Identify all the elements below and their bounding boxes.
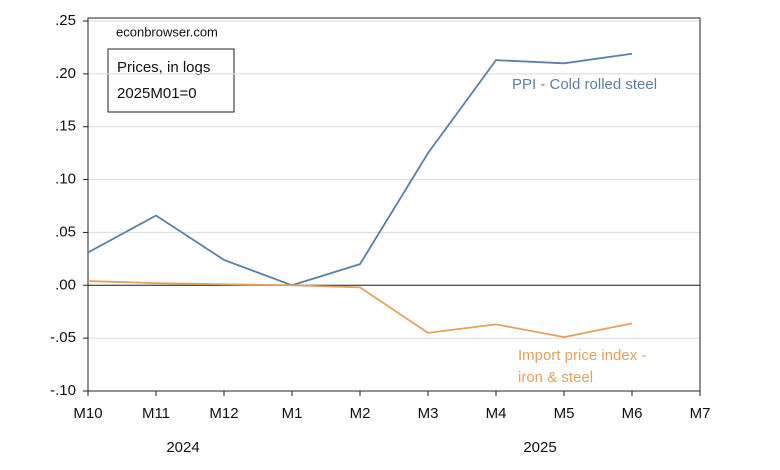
series-line <box>87 280 633 339</box>
note-box <box>107 48 235 113</box>
note-line: Prices, in logs <box>117 59 210 76</box>
series-label: PPI - Cold rolled steel <box>512 76 658 93</box>
source-note: econbrowser.com <box>116 24 218 39</box>
y-tick-label: .20 <box>55 65 76 82</box>
y-tick-label: .25 <box>55 12 76 29</box>
y-tick-label: .00 <box>55 276 76 293</box>
x-group-label: 2025 <box>523 439 556 456</box>
y-tick-label: .10 <box>55 171 76 188</box>
y-tick-label: .15 <box>55 118 76 135</box>
x-tick-label: M2 <box>350 405 371 422</box>
series-label: Import price index - iron & steel <box>518 347 647 386</box>
x-group-label: 2024 <box>166 439 199 456</box>
x-tick-label: M12 <box>209 405 238 422</box>
x-tick-label: M10 <box>73 405 102 422</box>
x-tick-label: M11 <box>142 405 170 422</box>
y-tick-label: -.05 <box>50 329 76 346</box>
plot-frame <box>87 17 701 392</box>
x-tick-label: M7 <box>690 405 711 422</box>
x-tick-label: M1 <box>282 405 303 422</box>
y-tick-label: -.10 <box>50 382 76 399</box>
x-tick-label: M3 <box>418 405 439 422</box>
note-line: 2025M01=0 <box>117 85 197 102</box>
y-tick-label: .05 <box>55 223 76 240</box>
x-tick-label: M4 <box>486 405 507 422</box>
x-tick-label: M6 <box>622 405 643 422</box>
x-tick-label: M5 <box>554 405 575 422</box>
series-line <box>87 52 633 287</box>
